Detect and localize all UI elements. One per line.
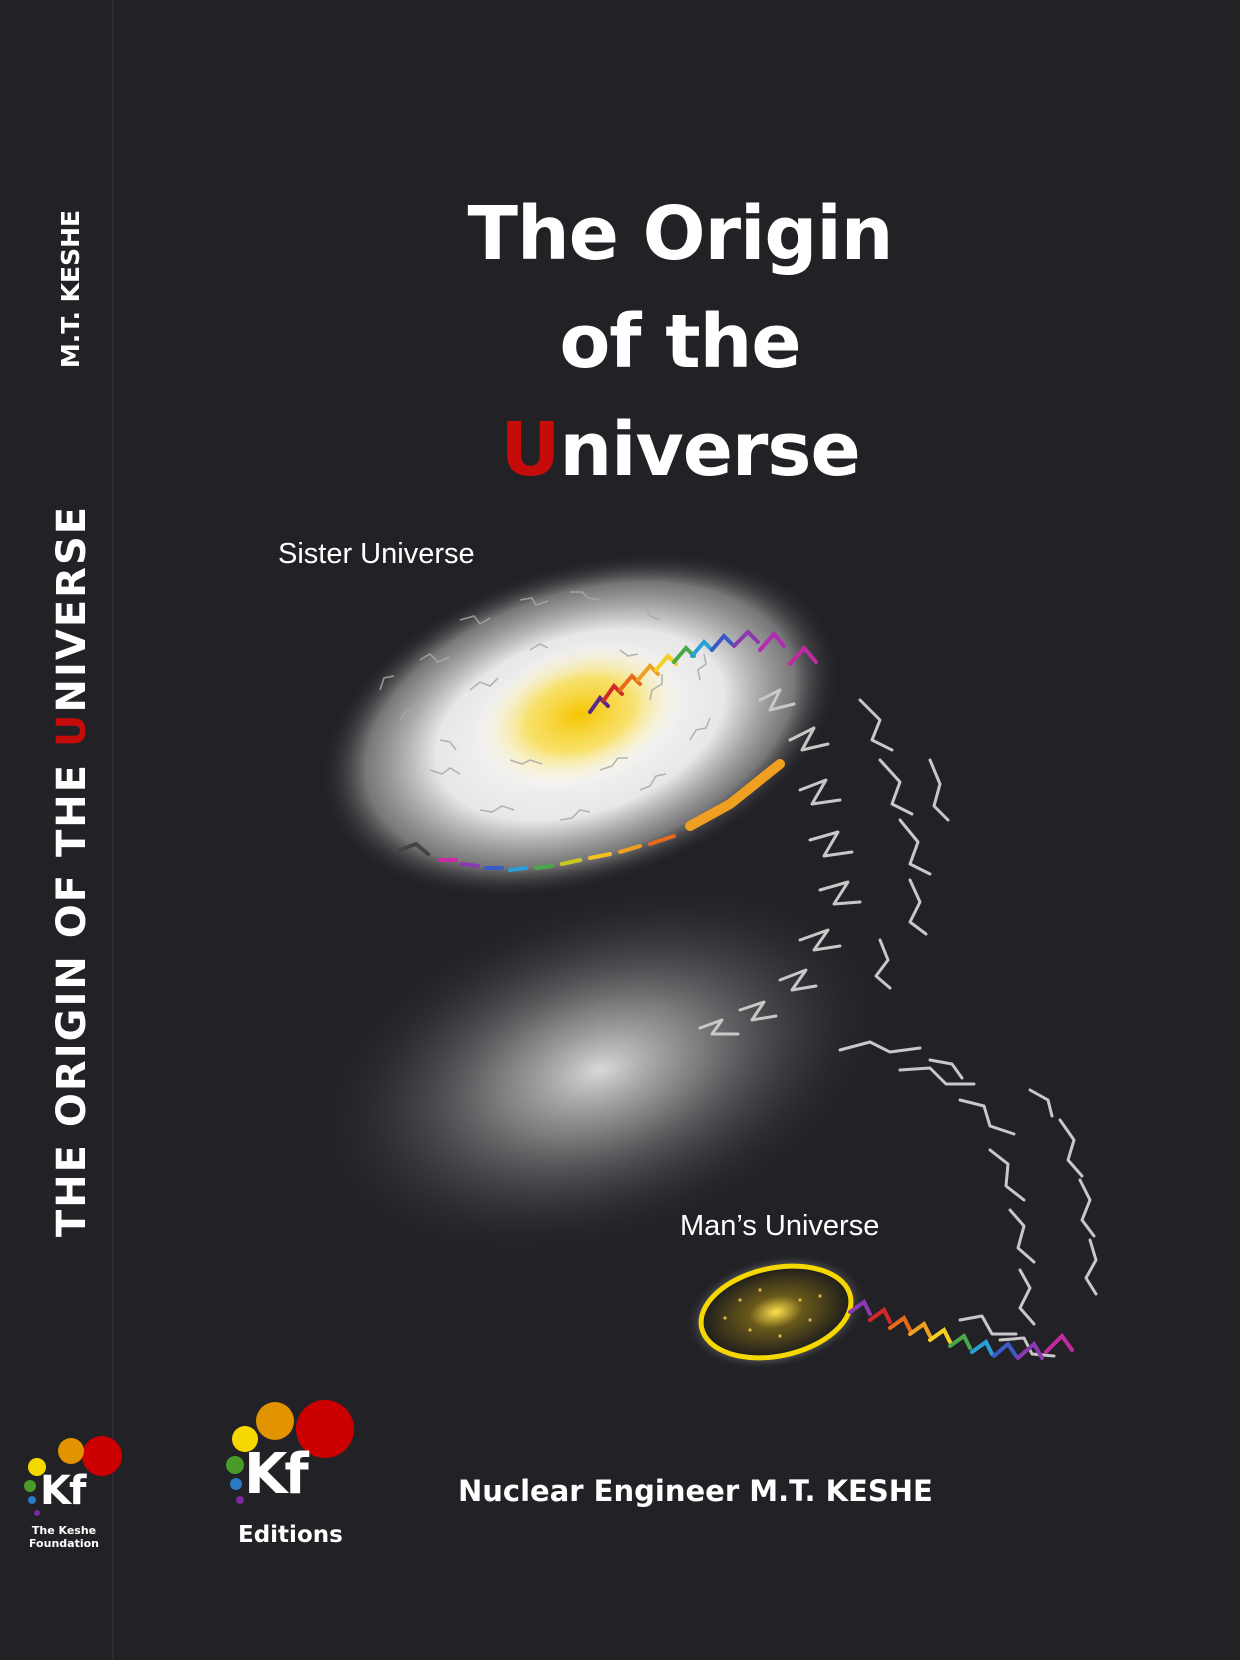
- editions-blue-dot: [230, 1478, 242, 1490]
- spine-title: THE ORIGIN OF THE UNIVERSE: [49, 471, 95, 1271]
- logo-red-dot: [82, 1436, 122, 1476]
- logo-orange-dot: [58, 1438, 84, 1464]
- logo-caption-line-1: The Keshe: [31, 1524, 97, 1537]
- title-red-letter: U: [500, 407, 560, 493]
- mans-universe-galaxy: [685, 1253, 1074, 1371]
- middle-nebula: [309, 879, 891, 1261]
- spine-title-red: U: [49, 712, 95, 747]
- logo-kf-mark: Kf: [40, 1468, 86, 1514]
- editions-kf-mark: Kf: [244, 1442, 309, 1507]
- spine-title-b: NIVERSE: [49, 504, 95, 713]
- title-line-3: Universe: [330, 396, 1030, 504]
- kf-editions-logo: Kf Editions: [226, 1398, 356, 1558]
- editions-green-dot: [226, 1456, 244, 1474]
- title-line-3-rest: niverse: [559, 407, 860, 493]
- keshe-foundation-logo: Kf The Keshe Foundation: [22, 1430, 122, 1555]
- logo-green-dot: [24, 1480, 36, 1492]
- title-line-2: of the: [559, 299, 801, 385]
- logo-yellow-dot: [28, 1458, 46, 1476]
- spine-divider: [112, 0, 114, 1660]
- book-title: The Origin of the Universe: [330, 180, 1030, 504]
- editions-purple-dot: [236, 1496, 244, 1504]
- spine-author: M.T. KESHE: [56, 209, 85, 369]
- logo-blue-dot: [28, 1496, 36, 1504]
- plasma-stream: [698, 688, 1098, 1358]
- editions-red-dot: [296, 1400, 354, 1458]
- logo-caption-line-2: Foundation: [28, 1537, 99, 1550]
- editions-orange-dot: [256, 1402, 294, 1440]
- author-name: Nuclear Engineer M.T. KESHE: [458, 1474, 933, 1508]
- sister-universe-galaxy: [318, 551, 842, 899]
- title-line-1: The Origin: [467, 191, 894, 277]
- mans-universe-label: Man’s Universe: [680, 1210, 880, 1242]
- spine-title-a: THE ORIGIN OF THE: [49, 746, 95, 1238]
- sister-universe-label: Sister Universe: [278, 538, 475, 570]
- editions-yellow-dot: [232, 1426, 258, 1452]
- logo-caption: The Keshe Foundation: [22, 1524, 106, 1550]
- logo-purple-dot: [34, 1510, 40, 1516]
- editions-caption: Editions: [238, 1522, 343, 1548]
